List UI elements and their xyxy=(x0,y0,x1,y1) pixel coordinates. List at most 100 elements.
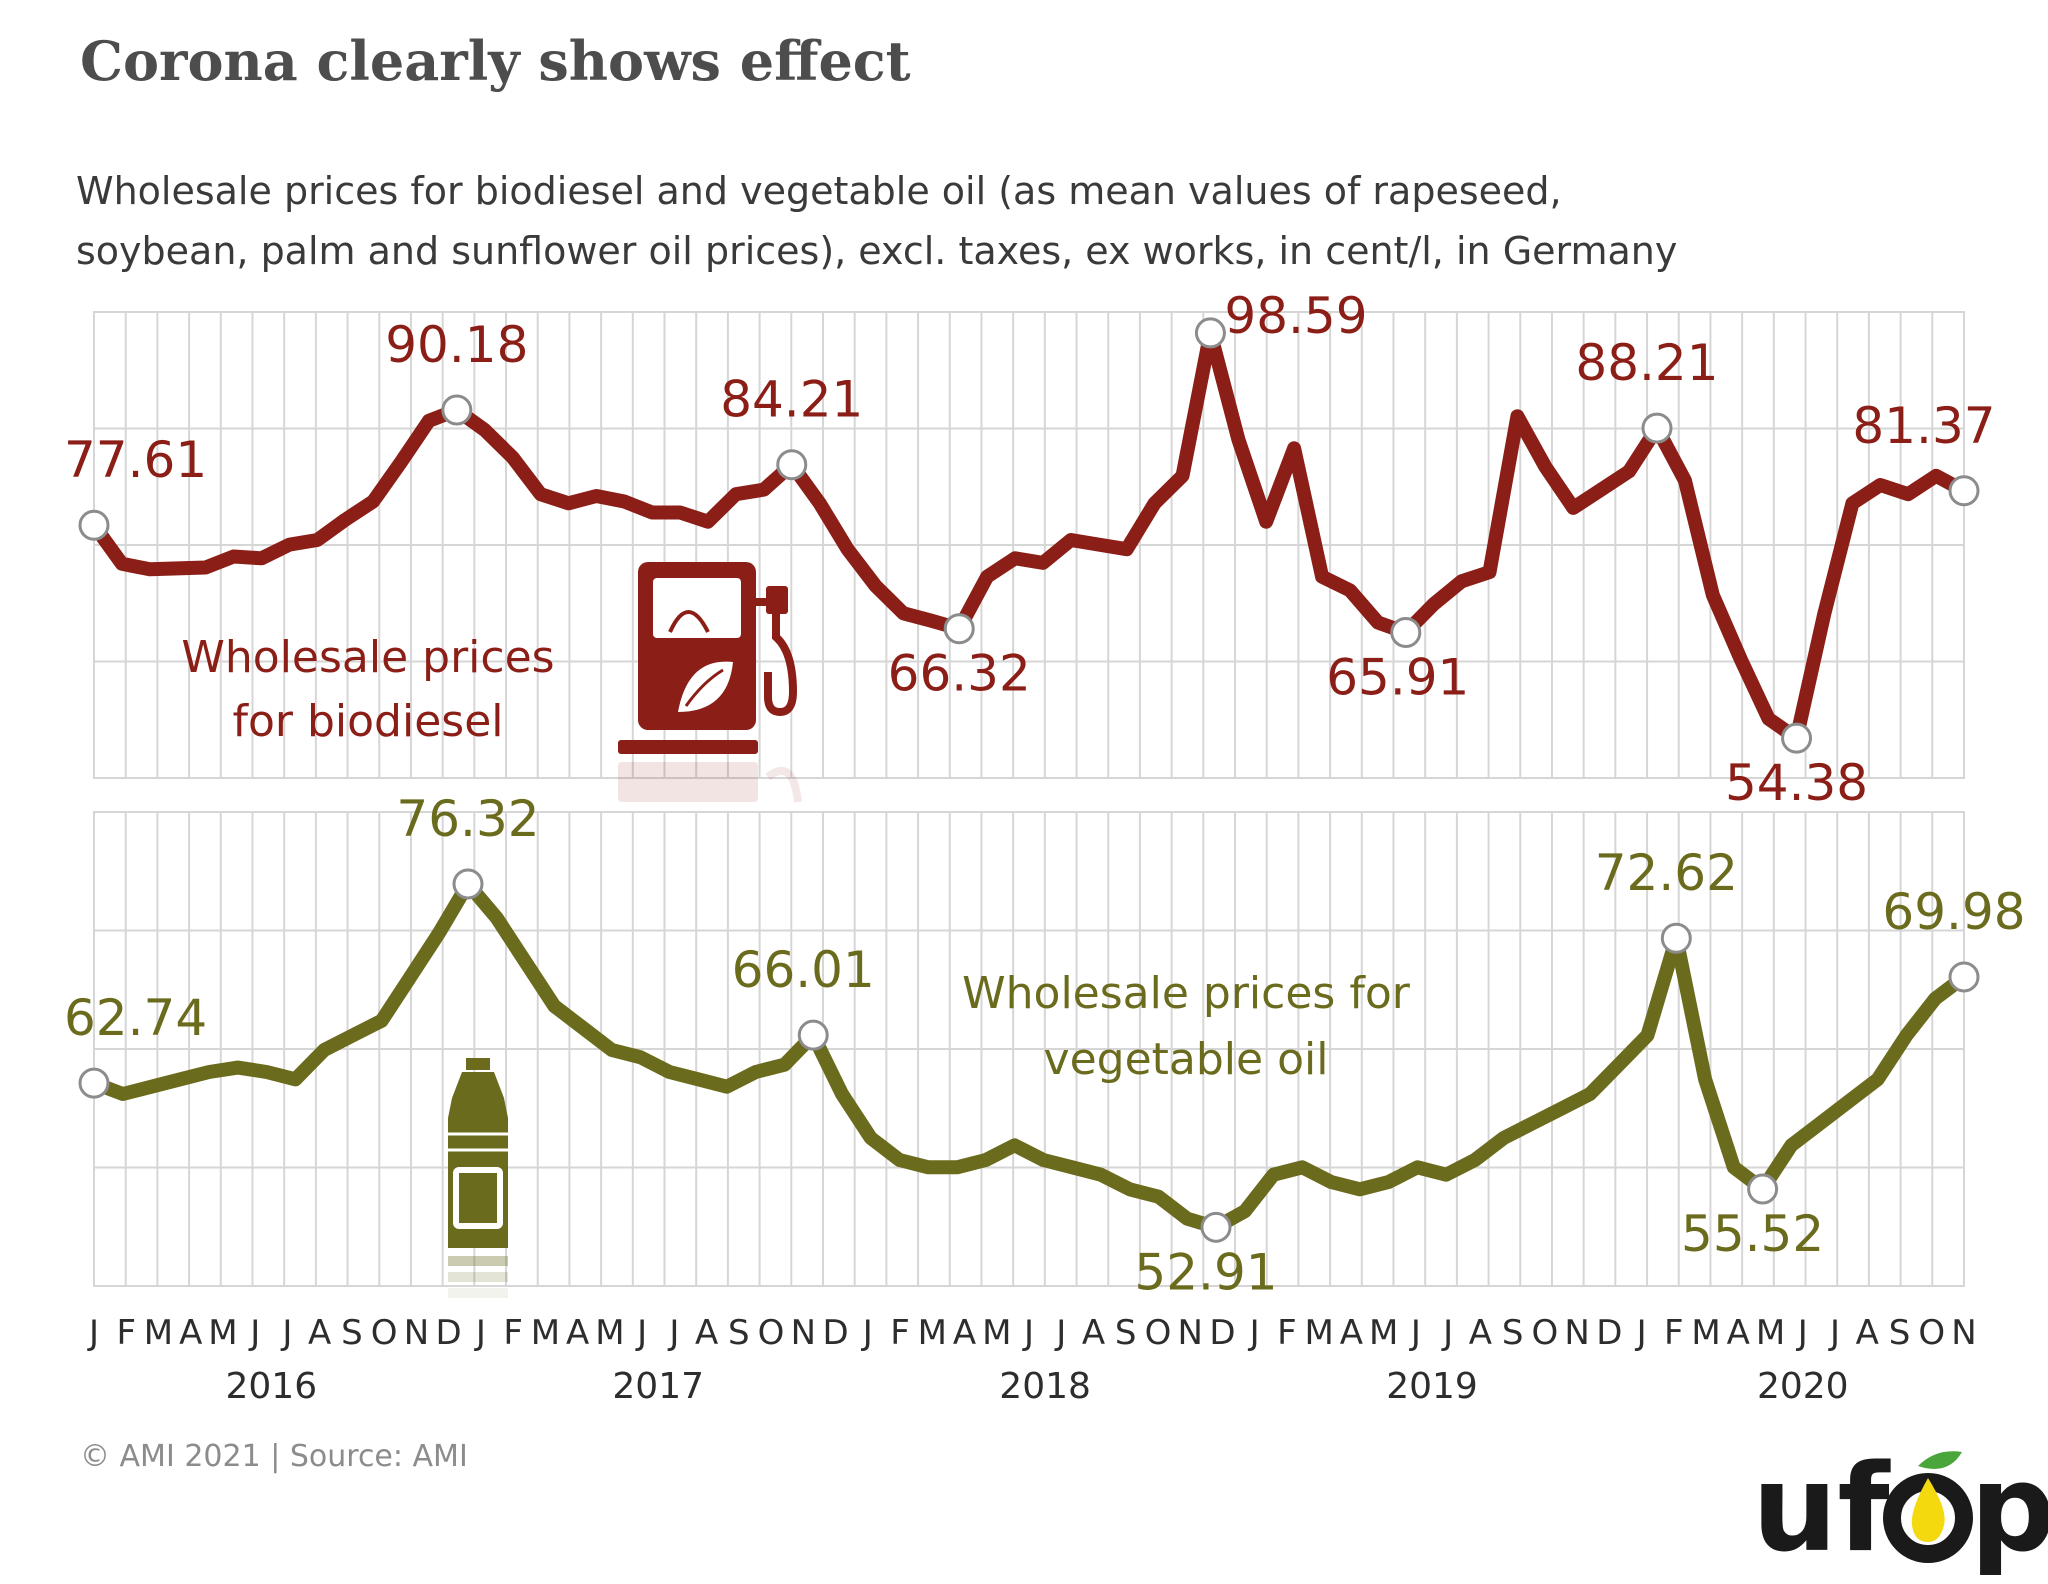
x-tick-label: N xyxy=(1564,1313,1589,1353)
grid-biodiesel xyxy=(93,311,1965,779)
grid-vegetable-oil xyxy=(93,811,1965,1287)
data-point-marker xyxy=(1660,922,1692,954)
series-vegetable-oil: 62.74 76.32 66.01 52.91 72.62 55.52 69.98 xyxy=(64,790,2026,1301)
x-tick-label: D xyxy=(822,1313,848,1353)
x-tick-label: S xyxy=(728,1313,750,1353)
series-label-biodiesel-line-1: Wholesale prices xyxy=(181,632,554,683)
data-label: 84.21 xyxy=(720,371,863,429)
data-label: 81.37 xyxy=(1852,397,1995,455)
data-point-marker xyxy=(1747,1173,1779,1205)
x-tick-label: N xyxy=(791,1313,816,1353)
x-tick-label: M xyxy=(918,1313,947,1353)
data-label: 88.21 xyxy=(1575,334,1718,392)
x-tick-label: S xyxy=(341,1313,363,1353)
data-label: 72.62 xyxy=(1595,844,1738,902)
x-tick-label: F xyxy=(503,1313,523,1353)
x-year-label: 2018 xyxy=(999,1366,1091,1407)
data-point-marker xyxy=(1948,475,1980,507)
x-tick-label: O xyxy=(758,1313,785,1353)
x-tick-label: O xyxy=(1145,1313,1172,1353)
x-tick-label: A xyxy=(179,1313,202,1353)
data-label: 76.32 xyxy=(396,790,539,848)
x-tick-label: F xyxy=(1277,1313,1297,1353)
data-point-marker xyxy=(1641,412,1673,444)
data-label: 98.59 xyxy=(1224,287,1367,345)
x-tick-label: A xyxy=(308,1313,331,1353)
logo-text-right: p xyxy=(1970,1440,2048,1579)
x-tick-label: D xyxy=(1596,1313,1622,1353)
x-tick-label: A xyxy=(1082,1313,1105,1353)
data-point-marker xyxy=(452,868,484,900)
x-tick-label: F xyxy=(1664,1313,1684,1353)
x-tick-label: J xyxy=(1796,1313,1808,1353)
x-tick-label: A xyxy=(566,1313,589,1353)
x-year-label: 2020 xyxy=(1757,1366,1849,1407)
x-tick-label: J xyxy=(1441,1313,1453,1353)
data-point-marker xyxy=(1200,1211,1232,1243)
x-tick-label: J xyxy=(87,1313,99,1353)
oil-bottle-icon xyxy=(448,1058,508,1298)
x-tick-label: S xyxy=(1502,1313,1524,1353)
x-tick-label: A xyxy=(1469,1313,1492,1353)
x-tick-label: J xyxy=(1828,1313,1840,1353)
x-tick-label: A xyxy=(695,1313,718,1353)
x-tick-label: A xyxy=(1727,1313,1750,1353)
data-label: 66.01 xyxy=(732,941,875,999)
series-line xyxy=(87,877,1971,1235)
x-tick-label: M xyxy=(595,1313,624,1353)
x-tick-label: M xyxy=(1691,1313,1720,1353)
data-point-marker xyxy=(441,394,473,426)
chart-subtitle-line-2: soybean, palm and sunflower oil prices),… xyxy=(76,229,1677,273)
x-tick-label: M xyxy=(208,1313,237,1353)
x-tick-label: J xyxy=(861,1313,873,1353)
x-tick-label: J xyxy=(280,1313,292,1353)
x-tick-label: O xyxy=(1918,1313,1945,1353)
source-note: © AMI 2021 | Source: AMI xyxy=(80,1439,468,1474)
data-label: 69.98 xyxy=(1882,883,2025,941)
x-tick-label: J xyxy=(1054,1313,1066,1353)
logo-text-left: uf xyxy=(1752,1440,1891,1579)
data-point-marker xyxy=(78,509,110,541)
data-point-marker xyxy=(1194,317,1226,349)
series-label-biodiesel-line-2: for biodiesel xyxy=(232,696,503,747)
x-tick-label: A xyxy=(1340,1313,1363,1353)
data-point-marker xyxy=(1781,722,1813,754)
x-tick-label: J xyxy=(635,1313,647,1353)
x-tick-label: M xyxy=(1369,1313,1398,1353)
x-tick-label: J xyxy=(667,1313,679,1353)
x-tick-label: D xyxy=(1209,1313,1235,1353)
x-tick-label: J xyxy=(248,1313,260,1353)
data-label: 62.74 xyxy=(64,989,207,1047)
x-tick-label: O xyxy=(371,1313,398,1353)
x-tick-label: F xyxy=(116,1313,136,1353)
x-tick-label: M xyxy=(1756,1313,1785,1353)
data-point-marker xyxy=(776,449,808,481)
x-tick-label: S xyxy=(1889,1313,1911,1353)
series-label-vegetable-oil-line-1: Wholesale prices for xyxy=(962,968,1411,1019)
x-tick-label: J xyxy=(1022,1313,1034,1353)
data-label: 65.91 xyxy=(1326,648,1469,706)
data-label: 66.32 xyxy=(888,645,1031,703)
x-tick-label: M xyxy=(982,1313,1011,1353)
x-tick-label: N xyxy=(1177,1313,1202,1353)
data-point-marker xyxy=(1390,616,1422,648)
x-tick-label: A xyxy=(1856,1313,1879,1353)
x-year-label: 2017 xyxy=(612,1366,704,1407)
droplet-leaf-icon xyxy=(1883,1451,1973,1563)
x-tick-label: D xyxy=(436,1313,462,1353)
data-label: 90.18 xyxy=(385,316,528,374)
data-label: 55.52 xyxy=(1681,1205,1824,1263)
x-tick-label: J xyxy=(474,1313,486,1353)
x-tick-label: S xyxy=(1115,1313,1137,1353)
x-year-label: 2019 xyxy=(1386,1366,1478,1407)
fuel-pump-leaf-icon xyxy=(618,562,802,803)
x-tick-label: N xyxy=(404,1313,429,1353)
x-tick-label: J xyxy=(1409,1313,1421,1353)
x-tick-label: M xyxy=(531,1313,560,1353)
ufop-logo: uf p xyxy=(1752,1440,2048,1579)
data-point-marker xyxy=(943,613,975,645)
data-label: 77.61 xyxy=(64,431,207,489)
x-tick-label: F xyxy=(890,1313,910,1353)
